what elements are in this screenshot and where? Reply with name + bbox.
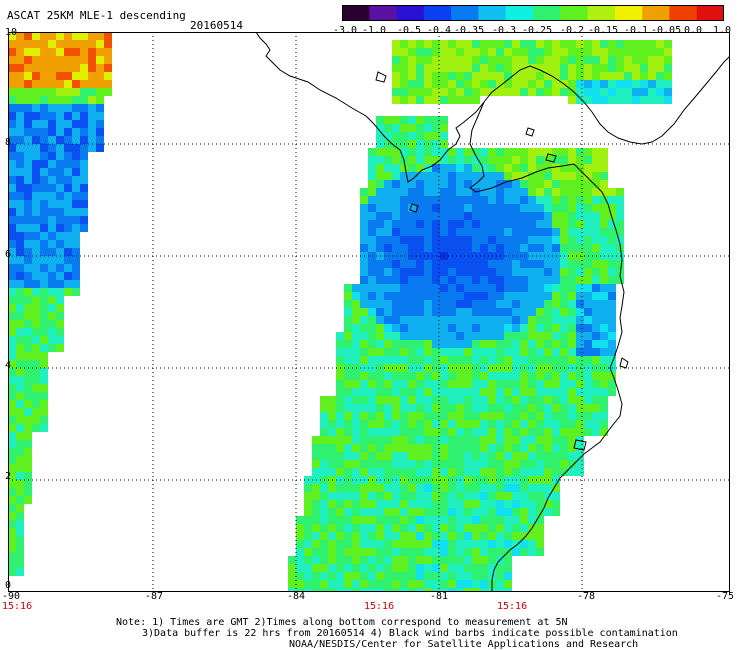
lon-tick-label: -84	[287, 591, 306, 602]
coastline-island	[573, 439, 587, 451]
lat-tick-label: 6	[5, 249, 12, 260]
product-date: 20160514	[190, 19, 243, 32]
lat-lon-grid	[8, 32, 730, 592]
colorbar-swatches	[342, 5, 724, 21]
coastline-island	[409, 203, 419, 213]
colorbar-label: -0.4	[427, 25, 452, 36]
coastline-colombia	[469, 101, 625, 592]
lat-tick-label: 8	[5, 137, 12, 148]
coastline-island	[525, 127, 535, 137]
product-title: ASCAT 25KM MLE-1 descending	[7, 9, 186, 22]
pass-time: 15:16	[364, 601, 395, 612]
colorbar-swatch	[423, 5, 452, 21]
colorbar-swatch	[560, 5, 589, 21]
colorbar-swatch	[451, 5, 480, 21]
lat-tick-label: 2	[5, 471, 12, 482]
lon-tick-label: -90	[2, 591, 21, 602]
colorbar-swatch	[396, 5, 425, 21]
note-line: 3)Data buffer is 22 hrs from 20160514 4)…	[142, 628, 678, 639]
colorbar-swatch	[642, 5, 671, 21]
colorbar-swatch	[669, 5, 698, 21]
colorbar-label: -0.2	[560, 25, 585, 36]
note-line: Note: 1) Times are GMT 2)Times along bot…	[116, 617, 568, 628]
colorbar-swatch	[587, 5, 616, 21]
colorbar-swatch	[342, 5, 370, 21]
colorbar-label: -0.05	[651, 25, 682, 36]
map-frame	[8, 32, 730, 592]
lat-tick-label: 10	[5, 27, 18, 38]
colorbar-frame	[342, 5, 724, 21]
colorbar-swatch	[614, 5, 643, 21]
colorbar-label: -0.15	[588, 25, 619, 36]
data-swaths	[8, 32, 672, 592]
colorbar-swatch	[478, 5, 507, 21]
coastline-island	[619, 357, 629, 369]
colorbar-label: -0.1	[624, 25, 649, 36]
lon-tick-label: -87	[145, 591, 164, 602]
colorbar-label: 1.0	[713, 25, 732, 36]
colorbar-swatch	[505, 5, 534, 21]
colorbar-swatch	[696, 5, 724, 21]
coastline-island	[545, 153, 557, 163]
colorbar-label: -0.25	[522, 25, 553, 36]
colorbar-swatch	[533, 5, 561, 21]
lon-tick-label: -75	[716, 591, 735, 602]
lon-tick-label: -81	[430, 591, 449, 602]
colorbar-label: -0.5	[397, 25, 422, 36]
colorbar-swatch	[369, 5, 398, 21]
colorbar-label: 0.0	[684, 25, 703, 36]
lat-tick-label: 4	[5, 360, 12, 371]
note-line: NOAA/NESDIS/Center for Satellite Applica…	[289, 639, 639, 650]
lon-tick-label: -78	[577, 591, 596, 602]
lat-tick-label: 0	[5, 580, 12, 591]
colorbar-label: -0.35	[454, 25, 485, 36]
colorbar-label: -1.0	[362, 25, 387, 36]
wind-map	[8, 32, 730, 592]
pass-time: 15:16	[497, 601, 528, 612]
colorbar-label: -0.3	[492, 25, 517, 36]
colorbar-label: -3.0	[333, 25, 358, 36]
coastline-island	[375, 71, 387, 83]
pass-time: 15:16	[2, 601, 33, 612]
